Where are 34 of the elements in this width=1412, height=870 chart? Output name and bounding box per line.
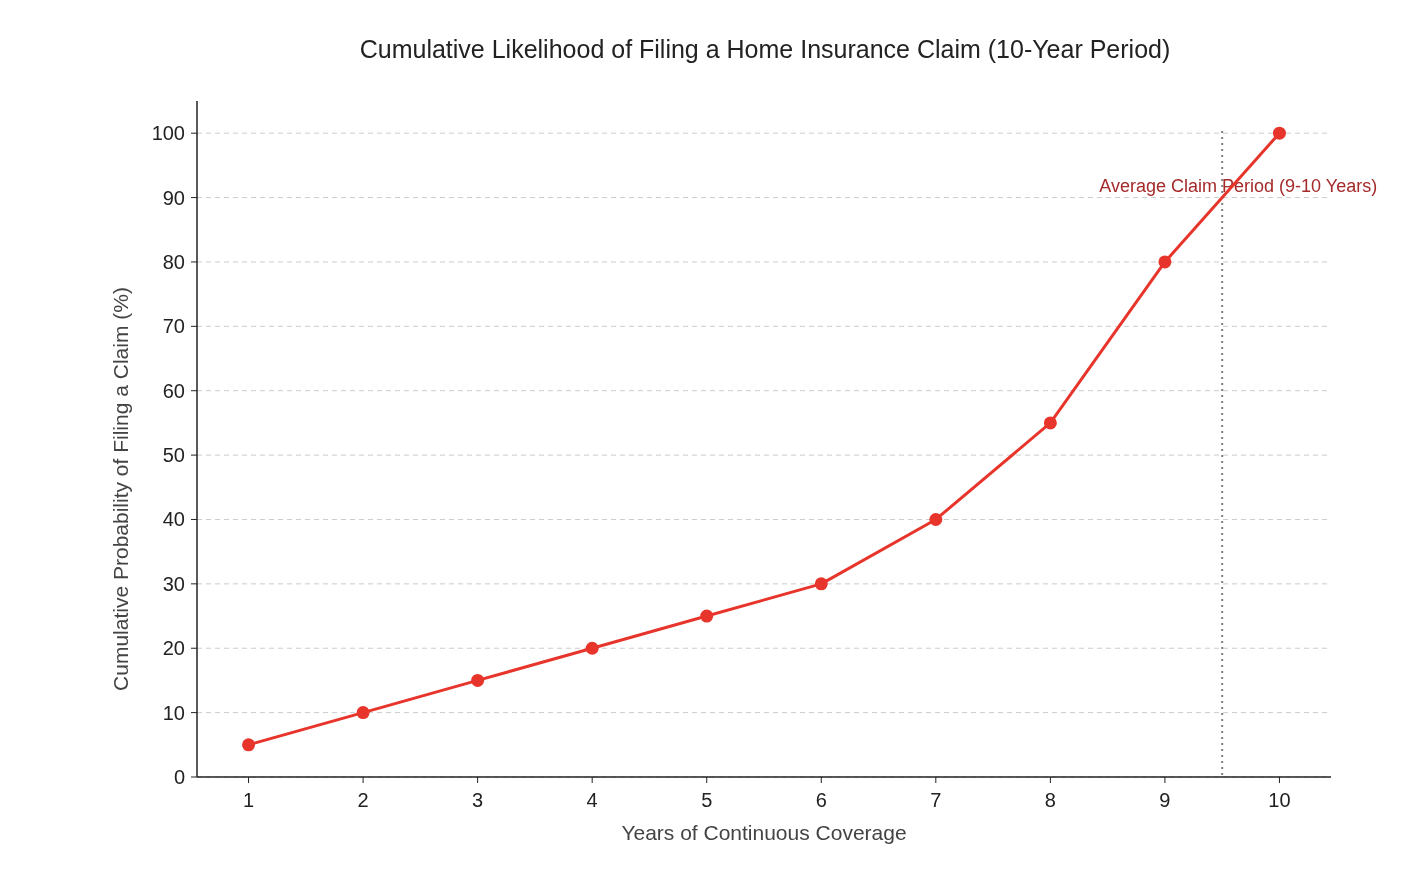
point (1272, 126, 1286, 140)
y-tick-label: 100 (151, 122, 185, 145)
point (700, 609, 714, 623)
y-tick-label: 30 (162, 572, 185, 595)
point (1043, 416, 1057, 430)
x-tick-label: 9 (1159, 789, 1171, 811)
x-tick-label: 8 (1044, 789, 1056, 811)
y-tick-label: 70 (162, 315, 185, 338)
x-tick-label: 6 (815, 789, 827, 811)
x-tick-label: 2 (357, 789, 369, 811)
chart-title: Cumulative Likelihood of Filing a Home Insurance Claim (10-Year Period) (359, 35, 1171, 63)
point (814, 577, 828, 591)
y-tick-label: 40 (162, 508, 185, 531)
point (356, 706, 370, 720)
point (585, 641, 599, 655)
point (471, 673, 485, 687)
y-tick-label: 60 (162, 379, 185, 402)
y-tick-label: 90 (162, 186, 185, 209)
x-tick-label: 5 (701, 789, 713, 811)
y-tick-label: 50 (162, 444, 185, 467)
point (242, 738, 256, 752)
x-tick-label: 1 (242, 789, 255, 811)
y-tick-label: 10 (162, 701, 185, 724)
x-tick-label: 3 (472, 789, 484, 811)
y-tick-label: 80 (162, 250, 185, 273)
x-tick-label: 10 (1268, 789, 1291, 811)
y-axis-title: Cumulative Probability of Filing a Claim (%) (109, 287, 132, 691)
y-tick-label: 20 (162, 637, 185, 660)
x-tick-label: 7 (930, 789, 942, 811)
point (929, 512, 943, 526)
point (1158, 255, 1172, 269)
x-axis-title: Years of Continuous Coverage (621, 821, 907, 844)
x-tick-label: 4 (586, 789, 598, 811)
y-tick-label: 0 (173, 766, 185, 788)
